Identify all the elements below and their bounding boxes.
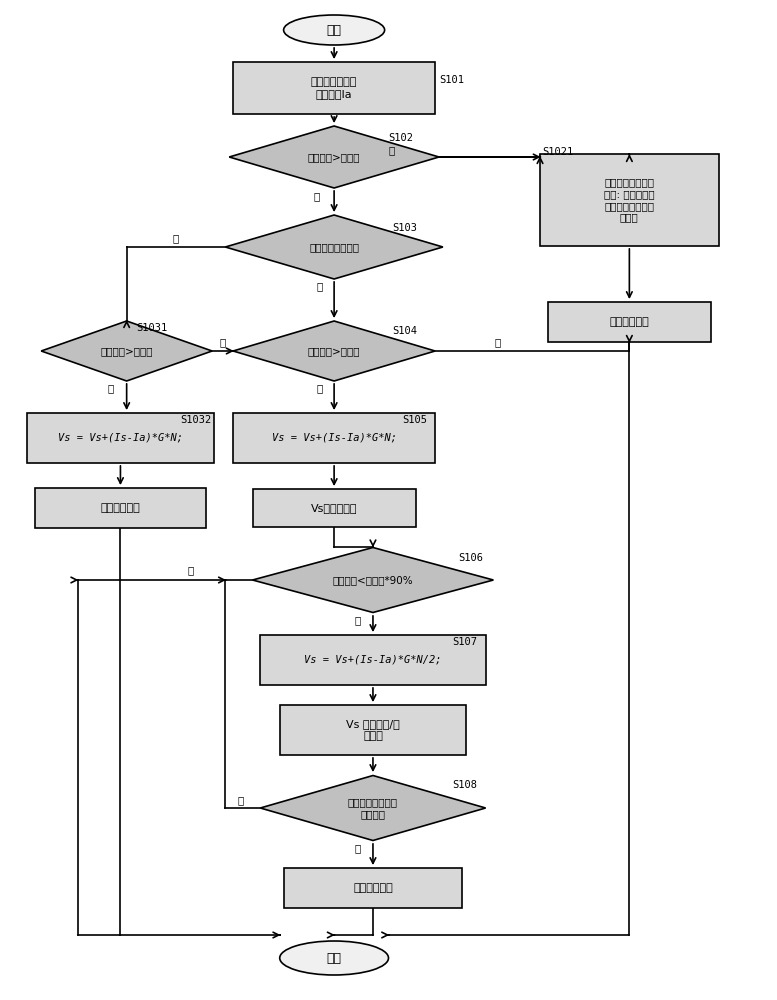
Bar (253, 489, 416, 527)
Text: S101: S101 (439, 75, 464, 85)
Polygon shape (229, 126, 439, 188)
Text: 选择最大的电池
电流作为Ia: 选择最大的电池 电流作为Ia (311, 77, 357, 99)
Bar (280, 705, 466, 755)
Text: 结束: 结束 (326, 952, 342, 964)
Text: S104: S104 (392, 326, 417, 336)
Bar (284, 868, 462, 908)
Text: S107: S107 (452, 637, 477, 647)
Text: S1031: S1031 (136, 323, 167, 333)
Text: 电池电流>限流点: 电池电流>限流点 (100, 346, 153, 356)
Bar (233, 413, 435, 463)
Text: 进入调压状态: 进入调压状态 (100, 503, 141, 513)
Text: 下发整流模块控制
电压: 取下电点与
电池建立电压中的
最大值: 下发整流模块控制 电压: 取下电点与 电池建立电压中的 最大值 (604, 178, 655, 222)
Text: 是: 是 (388, 145, 395, 155)
Bar (540, 154, 719, 246)
Text: S106: S106 (458, 553, 483, 563)
Text: 结束调压状态: 结束调压状态 (353, 883, 393, 893)
Text: Vs = Vs+(Is-Ia)*G*N;: Vs = Vs+(Is-Ia)*G*N; (272, 433, 396, 443)
Text: 否: 否 (494, 337, 500, 347)
Bar (260, 635, 486, 685)
Text: 电池电流>过流点: 电池电流>过流点 (308, 152, 361, 162)
Text: S1021: S1021 (542, 147, 573, 157)
Text: S105: S105 (402, 415, 427, 425)
Bar (35, 488, 206, 528)
Text: 是否处于调压状态: 是否处于调压状态 (309, 242, 359, 252)
Text: 电池电流>限流点: 电池电流>限流点 (308, 346, 361, 356)
Text: 是: 是 (108, 383, 114, 393)
Text: 是: 是 (354, 615, 361, 625)
Text: S103: S103 (392, 223, 417, 233)
Text: 否: 否 (187, 565, 193, 575)
Text: 是: 是 (354, 843, 361, 853)
Polygon shape (233, 321, 435, 381)
Text: 电池电流小于稳流
均充电流: 电池电流小于稳流 均充电流 (348, 797, 398, 819)
Polygon shape (41, 321, 212, 381)
Polygon shape (260, 776, 486, 840)
Text: 否: 否 (220, 337, 226, 347)
Ellipse shape (284, 15, 385, 45)
Polygon shape (225, 215, 443, 279)
Bar (27, 413, 214, 463)
Text: Vs大于欠压点: Vs大于欠压点 (311, 503, 357, 513)
Text: 否: 否 (172, 233, 179, 243)
Text: 否: 否 (238, 795, 244, 805)
Polygon shape (253, 548, 493, 612)
Text: 进入调压状态: 进入调压状态 (609, 317, 650, 327)
Text: 是: 是 (317, 281, 323, 291)
Text: 开始: 开始 (326, 23, 342, 36)
Text: S102: S102 (388, 133, 413, 143)
Text: 电池电流<限流点*90%: 电池电流<限流点*90% (333, 575, 413, 585)
Text: S1032: S1032 (180, 415, 211, 425)
Text: Vs = Vs+(Is-Ia)*G*N/2;: Vs = Vs+(Is-Ia)*G*N/2; (305, 655, 441, 665)
Text: S108: S108 (452, 780, 477, 790)
Text: 否: 否 (314, 191, 320, 201)
Text: 是: 是 (317, 383, 323, 393)
Bar (233, 62, 435, 114)
Text: Vs = Vs+(Is-Ia)*G*N;: Vs = Vs+(Is-Ia)*G*N; (58, 433, 183, 443)
Bar (548, 302, 711, 342)
Text: Vs 不大于浮/均
充电压: Vs 不大于浮/均 充电压 (346, 719, 400, 741)
Ellipse shape (280, 941, 388, 975)
